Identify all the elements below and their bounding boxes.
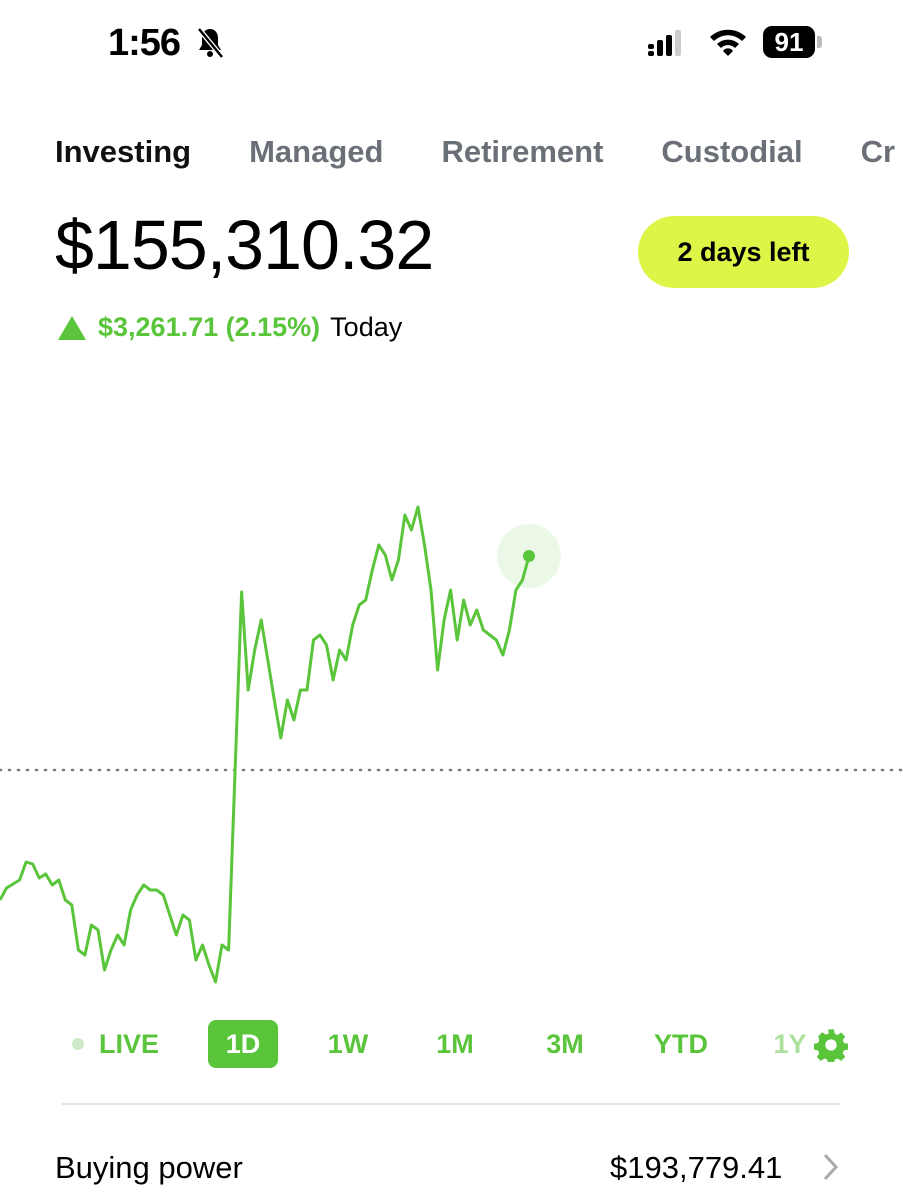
portfolio-balance: $155,310.32 <box>55 206 434 284</box>
range-3m[interactable]: 3M <box>546 1029 584 1059</box>
tab-investing[interactable]: Investing <box>55 134 192 169</box>
divider <box>62 1103 840 1105</box>
range-ytd[interactable]: YTD <box>654 1029 708 1059</box>
range-selector: LIVE 1D 1W 1M 3M YTD 1Y <box>0 1020 903 1070</box>
account-tabs: Investing Managed Retirement Custodial C… <box>55 134 903 170</box>
bell-slash-icon <box>197 27 224 59</box>
chevron-right-icon[interactable] <box>820 1150 842 1184</box>
status-time: 1:56 <box>108 22 181 64</box>
change-period: Today <box>330 312 403 342</box>
range-1d[interactable]: 1D <box>208 1020 278 1068</box>
tab-managed[interactable]: Managed <box>249 134 384 169</box>
portfolio-line <box>0 505 531 984</box>
cellular-signal-icon <box>648 30 681 56</box>
change-amount: $3,261.71 (2.15%) <box>98 312 321 342</box>
wifi-icon <box>710 29 746 56</box>
gear-icon[interactable] <box>814 1028 848 1062</box>
portfolio-chart[interactable] <box>0 380 903 1000</box>
battery-cap <box>817 36 822 48</box>
daily-change: $3,261.71 (2.15%) Today <box>58 312 402 343</box>
trial-days-left-button[interactable]: 2 days left <box>638 216 849 288</box>
range-1w[interactable]: 1W <box>327 1029 369 1059</box>
live-dot-icon <box>72 1038 84 1050</box>
range-1y[interactable]: 1Y <box>773 1029 807 1059</box>
range-live[interactable]: LIVE <box>98 1029 159 1059</box>
up-arrow-icon <box>58 315 86 340</box>
tab-crypto[interactable]: Cr <box>860 134 896 169</box>
range-1m[interactable]: 1M <box>436 1029 474 1059</box>
tab-custodial[interactable]: Custodial <box>661 134 803 169</box>
buying-power-value[interactable]: $193,779.41 <box>610 1150 783 1185</box>
buying-power-label[interactable]: Buying power <box>55 1150 243 1185</box>
tab-retirement[interactable]: Retirement <box>441 134 604 169</box>
current-point <box>523 549 535 562</box>
battery-icon: 91 <box>763 26 815 58</box>
